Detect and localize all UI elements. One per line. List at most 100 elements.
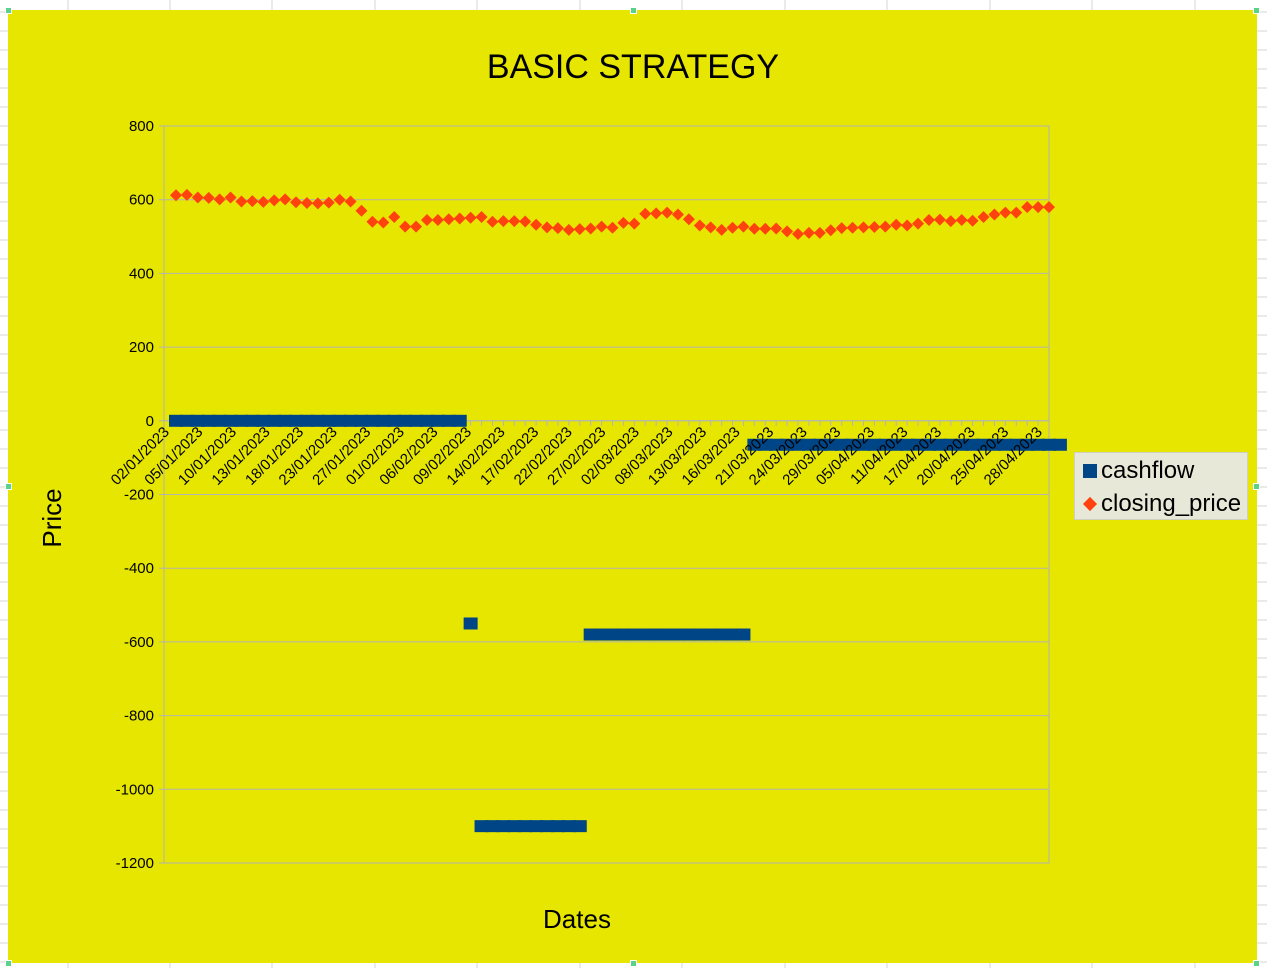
cashflow-point	[594, 628, 609, 641]
cashflow-point	[649, 628, 664, 641]
legend-item-closing-price: closing_price	[1082, 489, 1241, 519]
closing-price-point	[901, 219, 914, 232]
y-tick-label: 400	[129, 265, 154, 282]
cashflow-point	[529, 820, 544, 833]
closing-price-point	[519, 215, 532, 228]
y-tick-label: 0	[146, 413, 154, 430]
resize-handle-middle-right[interactable]	[1253, 483, 1260, 490]
cashflow-point	[845, 438, 860, 451]
cashflow-point	[780, 438, 795, 451]
closing-price-point	[650, 207, 663, 220]
y-tick-label: -400	[124, 560, 154, 577]
cashflow-point	[823, 438, 838, 451]
resize-handle-top-center[interactable]	[630, 7, 637, 14]
closing-price-point	[759, 222, 772, 235]
closing-price-point	[541, 221, 554, 234]
closing-price-point	[988, 208, 1001, 221]
closing-price-point	[355, 204, 368, 217]
cashflow-point	[398, 414, 413, 427]
closing-price-point	[704, 221, 717, 234]
closing-price-point	[966, 214, 979, 227]
y-tick-label: -600	[124, 634, 154, 651]
closing-price-point	[268, 194, 281, 207]
cashflow-point	[343, 414, 358, 427]
closing-price-point	[617, 216, 630, 229]
resize-handle-bottom-left[interactable]	[5, 960, 12, 967]
resize-handle-bottom-center[interactable]	[630, 960, 637, 967]
resize-handle-top-right[interactable]	[1253, 7, 1260, 14]
closing-price-point	[868, 220, 881, 233]
cashflow-point	[365, 414, 380, 427]
cashflow-point	[179, 414, 194, 427]
cashflow-point	[354, 414, 369, 427]
closing-price-point	[879, 220, 892, 233]
cashflow-point	[758, 438, 773, 451]
x-axis-tick-labels: 02/01/202305/01/202310/01/202313/01/2023…	[108, 424, 1046, 489]
resize-handle-bottom-right[interactable]	[1253, 960, 1260, 967]
legend-item-cashflow: cashflow	[1083, 456, 1194, 486]
cashflow-point	[714, 628, 729, 641]
cashflow-point	[954, 438, 969, 451]
cashflow-point	[921, 438, 936, 451]
closing-price-point	[890, 218, 903, 231]
cashflow-point	[681, 628, 696, 641]
closing-price-point	[693, 219, 706, 232]
closing-price-point	[584, 222, 597, 235]
closing-price-point	[246, 195, 259, 208]
cashflow-point	[540, 820, 555, 833]
closing-price-point	[562, 223, 575, 236]
cashflow-point	[976, 438, 991, 451]
cashflow-point	[201, 414, 216, 427]
closing-price-point	[922, 213, 935, 226]
closing-price-point	[606, 221, 619, 234]
resize-handle-top-left[interactable]	[5, 7, 12, 14]
closing-price-point	[191, 191, 204, 204]
closing-price-point	[792, 227, 805, 240]
closing-price-point	[726, 221, 739, 234]
cashflow-point	[278, 414, 293, 427]
y-tick-label: -1200	[116, 855, 154, 872]
cashflow-point	[430, 414, 445, 427]
closing-price-point	[486, 215, 499, 228]
legend: cashflow closing_price	[1074, 452, 1248, 520]
closing-price-point	[224, 191, 237, 204]
cashflow-point	[1031, 438, 1046, 451]
cashflow-point	[867, 438, 882, 451]
closing-price-point	[322, 196, 335, 209]
closing-price-point	[300, 197, 313, 210]
cashflow-point	[660, 628, 675, 641]
closing-price-point	[628, 217, 641, 230]
cashflow-point	[911, 438, 926, 451]
closing-price-point	[464, 211, 477, 224]
cashflow-point	[234, 414, 249, 427]
closing-price-point	[530, 218, 543, 231]
chart-title: BASIC STRATEGY	[487, 48, 779, 86]
closing-price-point	[639, 207, 652, 220]
closing-price-point	[170, 189, 182, 202]
resize-handle-middle-left[interactable]	[5, 483, 12, 490]
closing-price-point	[977, 211, 990, 224]
closing-price-point	[551, 222, 564, 235]
cashflow-point	[670, 628, 685, 641]
closing-price-point	[835, 222, 848, 235]
closing-price-point	[410, 220, 423, 233]
cashflow-point	[190, 414, 205, 427]
y-tick-label: -200	[124, 487, 154, 504]
closing-price-point	[202, 191, 215, 204]
cashflow-point	[638, 628, 653, 641]
cashflow-series	[169, 414, 1067, 833]
cashflow-point	[616, 628, 631, 641]
cashflow-point	[1052, 438, 1067, 451]
cashflow-point	[1009, 438, 1024, 451]
closing-price-point	[748, 222, 761, 235]
y-axis-title: Price	[37, 488, 67, 547]
closing-price-point	[453, 212, 466, 225]
y-tick-label: -1000	[116, 781, 154, 798]
closing-price-point	[944, 215, 957, 228]
cashflow-point	[1020, 438, 1035, 451]
cashflow-point	[703, 628, 718, 641]
closing-price-point	[1010, 206, 1023, 219]
closing-price-point	[912, 217, 925, 230]
closing-price-point	[290, 196, 303, 209]
